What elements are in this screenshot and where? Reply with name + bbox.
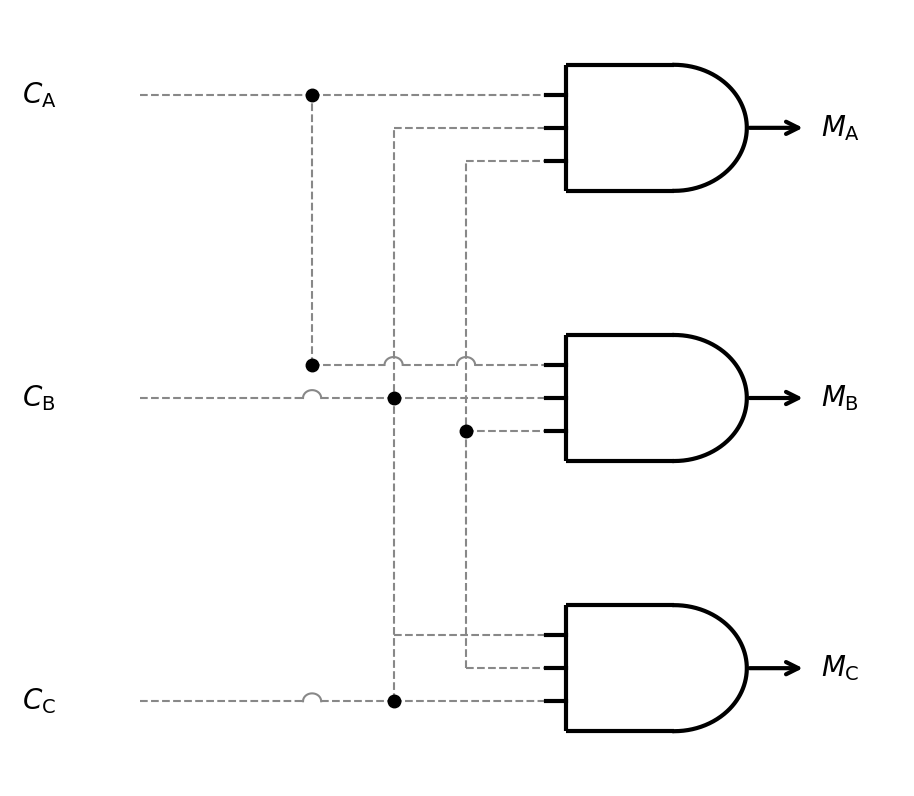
Text: $M_\mathrm{A}$: $M_\mathrm{A}$ — [821, 113, 860, 142]
Text: $M_\mathrm{C}$: $M_\mathrm{C}$ — [821, 654, 859, 683]
Text: $C_\mathrm{C}$: $C_\mathrm{C}$ — [22, 686, 57, 716]
Text: $C_\mathrm{A}$: $C_\mathrm{A}$ — [22, 80, 57, 110]
Text: $C_\mathrm{B}$: $C_\mathrm{B}$ — [22, 383, 56, 413]
Text: $M_\mathrm{B}$: $M_\mathrm{B}$ — [821, 383, 859, 413]
